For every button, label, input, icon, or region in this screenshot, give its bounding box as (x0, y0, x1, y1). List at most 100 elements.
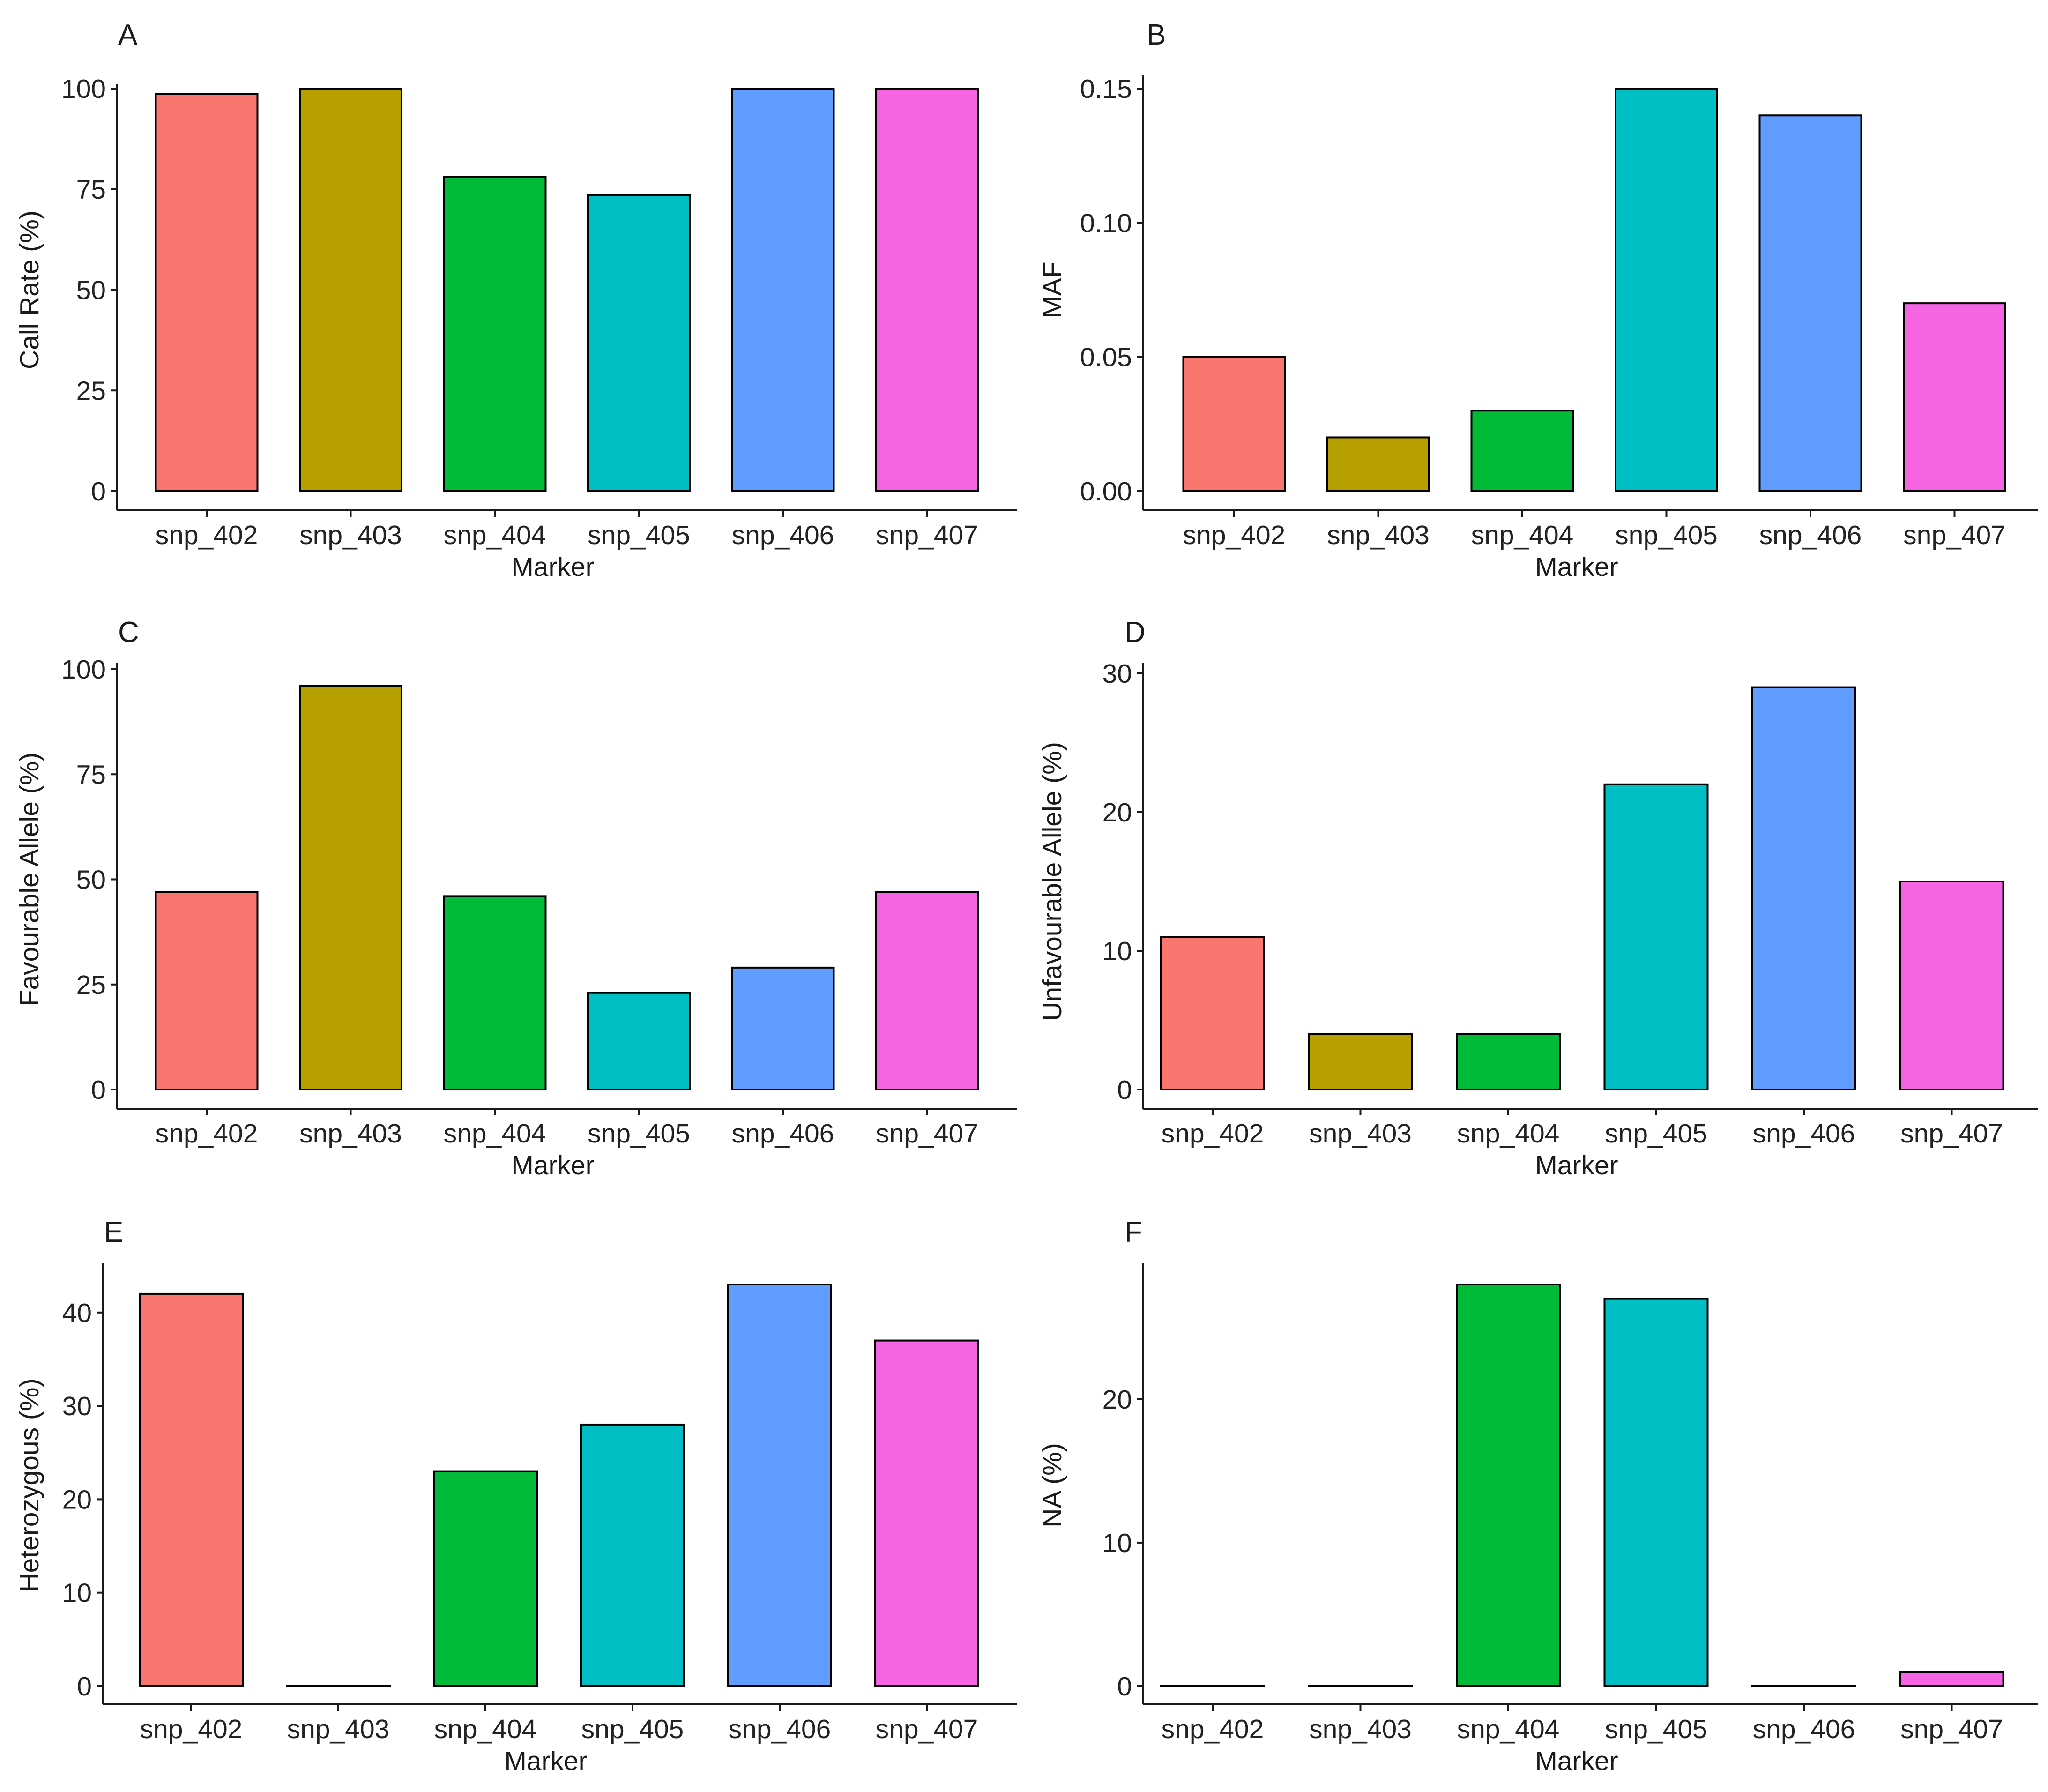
panel-d-x-tick-label: snp_405 (1605, 1119, 1707, 1149)
panel-c: C 0 25 50 75 100 snp_402 snp_403 snp_404 snp_405 s… (15, 616, 1017, 1180)
panel-d-bar-snp-402 (1160, 936, 1265, 1091)
panel-b-x-axis-title: Marker (1535, 552, 1618, 582)
panel-b: B 0.00 0.05 0.10 0.15 snp_402 snp_403 snp_404 sn… (1037, 19, 2038, 582)
panel-c-x-axis-title: Marker (511, 1150, 594, 1180)
panel-c-bar-snp-406 (731, 966, 835, 1091)
panel-f-x-tick-label: snp_403 (1309, 1714, 1412, 1744)
panel-a-x-tick-label: snp_407 (876, 520, 978, 550)
panel-d: D 0 10 20 30 snp_402 snp_403 snp_404 snp_405 snp_… (1037, 616, 2038, 1180)
panel-c-bar-snp-404 (443, 895, 547, 1090)
panel-e-x-tick-label: snp_404 (434, 1714, 537, 1744)
panel-e-y-tick-label: 10 (62, 1578, 92, 1608)
panel-c-bar-snp-405 (587, 992, 691, 1090)
panel-e-y-tick-label: 20 (62, 1485, 92, 1515)
panel-d-y-axis-title: Unfavourable Allele (%) (1037, 742, 1067, 1021)
panel-d-y-tick-label: 0 (1117, 1075, 1132, 1105)
panel-d-x-tick-label: snp_406 (1753, 1119, 1855, 1149)
panel-a-y-tick-label: 0 (91, 477, 106, 507)
panel-d-letter: D (1125, 616, 1146, 649)
panel-e-x-tick-label: snp_403 (287, 1714, 390, 1744)
panel-f-y-tick-label: 20 (1102, 1385, 1132, 1415)
panel-b-y-tick-label: 0.00 (1080, 477, 1132, 507)
panel-e-y-axis-title: Heterozygous (%) (15, 1378, 45, 1592)
panel-d-bar-snp-403 (1308, 1033, 1413, 1091)
panel-e-bar-snp-406 (727, 1284, 832, 1687)
panel-f-bar-snp-405 (1603, 1298, 1709, 1687)
panel-c-y-tick-label: 50 (76, 865, 106, 895)
panel-f-bar-snp-402 (1160, 1685, 1265, 1687)
panel-b-y-tick-label: 0.15 (1080, 74, 1132, 104)
panel-b-bar-snp-407 (1903, 302, 2006, 493)
panel-b-y-tick-label: 0.10 (1080, 208, 1132, 238)
panel-c-x-tick-label: snp_404 (444, 1119, 546, 1149)
panel-f: F 0 10 20 snp_402 snp_403 snp_404 snp_405 snp_40… (1037, 1216, 2038, 1776)
panel-e-bar-snp-407 (874, 1339, 979, 1687)
panel-a-bar-snp-407 (875, 88, 979, 492)
panel-f-x-axis-title: Marker (1535, 1746, 1618, 1776)
panel-f-x-tick-label: snp_407 (1900, 1714, 2003, 1744)
panel-c-x-tick-label: snp_402 (156, 1119, 258, 1149)
panel-f-x-tick-label: snp_405 (1605, 1714, 1707, 1744)
panel-f-y-axis-title: NA (%) (1037, 1443, 1067, 1528)
panel-f-bar-snp-407 (1899, 1671, 2004, 1687)
panel-a-x-tick-label: snp_404 (444, 520, 546, 550)
panel-a-bar-snp-404 (443, 176, 547, 493)
panel-c-x-tick-label: snp_406 (732, 1119, 834, 1149)
panel-b-x-tick-label: snp_405 (1615, 520, 1718, 550)
panel-d-x-tick-label: snp_402 (1162, 1119, 1264, 1149)
panel-d-x-axis-title: Marker (1535, 1150, 1618, 1180)
panel-c-x-tick-label: snp_403 (299, 1119, 402, 1149)
panel-d-bar-snp-406 (1751, 686, 1856, 1090)
panel-f-x-tick-label: snp_402 (1162, 1714, 1264, 1744)
panel-e-bar-snp-404 (433, 1470, 538, 1687)
panel-a-x-tick-label: snp_405 (588, 520, 690, 550)
panel-c-bar-snp-403 (299, 685, 402, 1090)
panel-b-y-axis-title: MAF (1037, 261, 1067, 318)
panel-e-x-tick-label: snp_407 (876, 1714, 978, 1744)
panel-b-bar-snp-405 (1615, 88, 1718, 492)
panel-a-bar-snp-406 (731, 88, 835, 492)
panel-f-bar-snp-403 (1308, 1685, 1413, 1687)
panel-e-x-tick-label: snp_402 (140, 1714, 243, 1744)
panel-d-y-tick-label: 20 (1102, 798, 1132, 828)
panel-e: E 0 10 20 30 40 snp_402 snp_403 snp_404 snp_405 sn… (15, 1216, 1017, 1776)
panel-e-letter: E (104, 1216, 123, 1248)
panel-b-bar-snp-403 (1326, 436, 1430, 493)
panel-c-y-tick-label: 0 (91, 1075, 106, 1105)
panel-a: A 0 25 50 75 100 snp_402 snp_403 snp_404 snp_405 s… (15, 19, 1017, 582)
panel-d-y-tick-label: 30 (1102, 659, 1132, 689)
panel-e-x-tick-label: snp_406 (729, 1714, 831, 1744)
panel-e-x-axis-title: Marker (504, 1746, 587, 1776)
panel-b-y-tick-label: 0.05 (1080, 343, 1132, 373)
panel-b-letter: B (1147, 19, 1166, 51)
panel-f-bar-snp-406 (1751, 1685, 1856, 1687)
panel-f-y-tick-label: 10 (1102, 1528, 1132, 1558)
panel-c-y-tick-label: 75 (76, 760, 106, 790)
panel-a-letter: A (118, 19, 138, 51)
panel-a-x-tick-label: snp_406 (732, 520, 834, 550)
panel-b-x-tick-label: snp_407 (1903, 520, 2006, 550)
panel-a-x-axis-title: Marker (511, 552, 594, 582)
panel-c-letter: C (118, 616, 139, 649)
panel-a-bar-snp-403 (299, 88, 402, 492)
panel-b-bar-snp-406 (1758, 114, 1862, 492)
panel-d-x-tick-label: snp_403 (1309, 1119, 1412, 1149)
panel-f-x-tick-label: snp_404 (1457, 1714, 1560, 1744)
panel-f-bar-snp-404 (1456, 1284, 1561, 1687)
panel-c-x-tick-label: snp_407 (876, 1119, 978, 1149)
panel-b-x-tick-label: snp_406 (1759, 520, 1862, 550)
panel-a-y-tick-label: 75 (76, 175, 106, 205)
panel-b-x-tick-label: snp_403 (1327, 520, 1430, 550)
panel-a-y-axis-title: Call Rate (%) (15, 210, 45, 369)
panel-e-y-tick-label: 0 (77, 1672, 92, 1702)
panel-c-y-axis-title: Favourable Allele (%) (15, 753, 45, 1007)
panel-e-x-tick-label: snp_405 (581, 1714, 684, 1744)
panel-e-y-tick-label: 30 (62, 1391, 92, 1421)
panel-c-x-tick-label: snp_405 (588, 1119, 690, 1149)
panel-b-x-tick-label: snp_404 (1471, 520, 1574, 550)
panel-a-y-tick-label: 25 (76, 376, 106, 406)
panel-c-bar-snp-407 (875, 891, 979, 1091)
panel-a-y-tick-label: 100 (61, 74, 106, 104)
panel-e-bar-snp-402 (139, 1292, 244, 1687)
